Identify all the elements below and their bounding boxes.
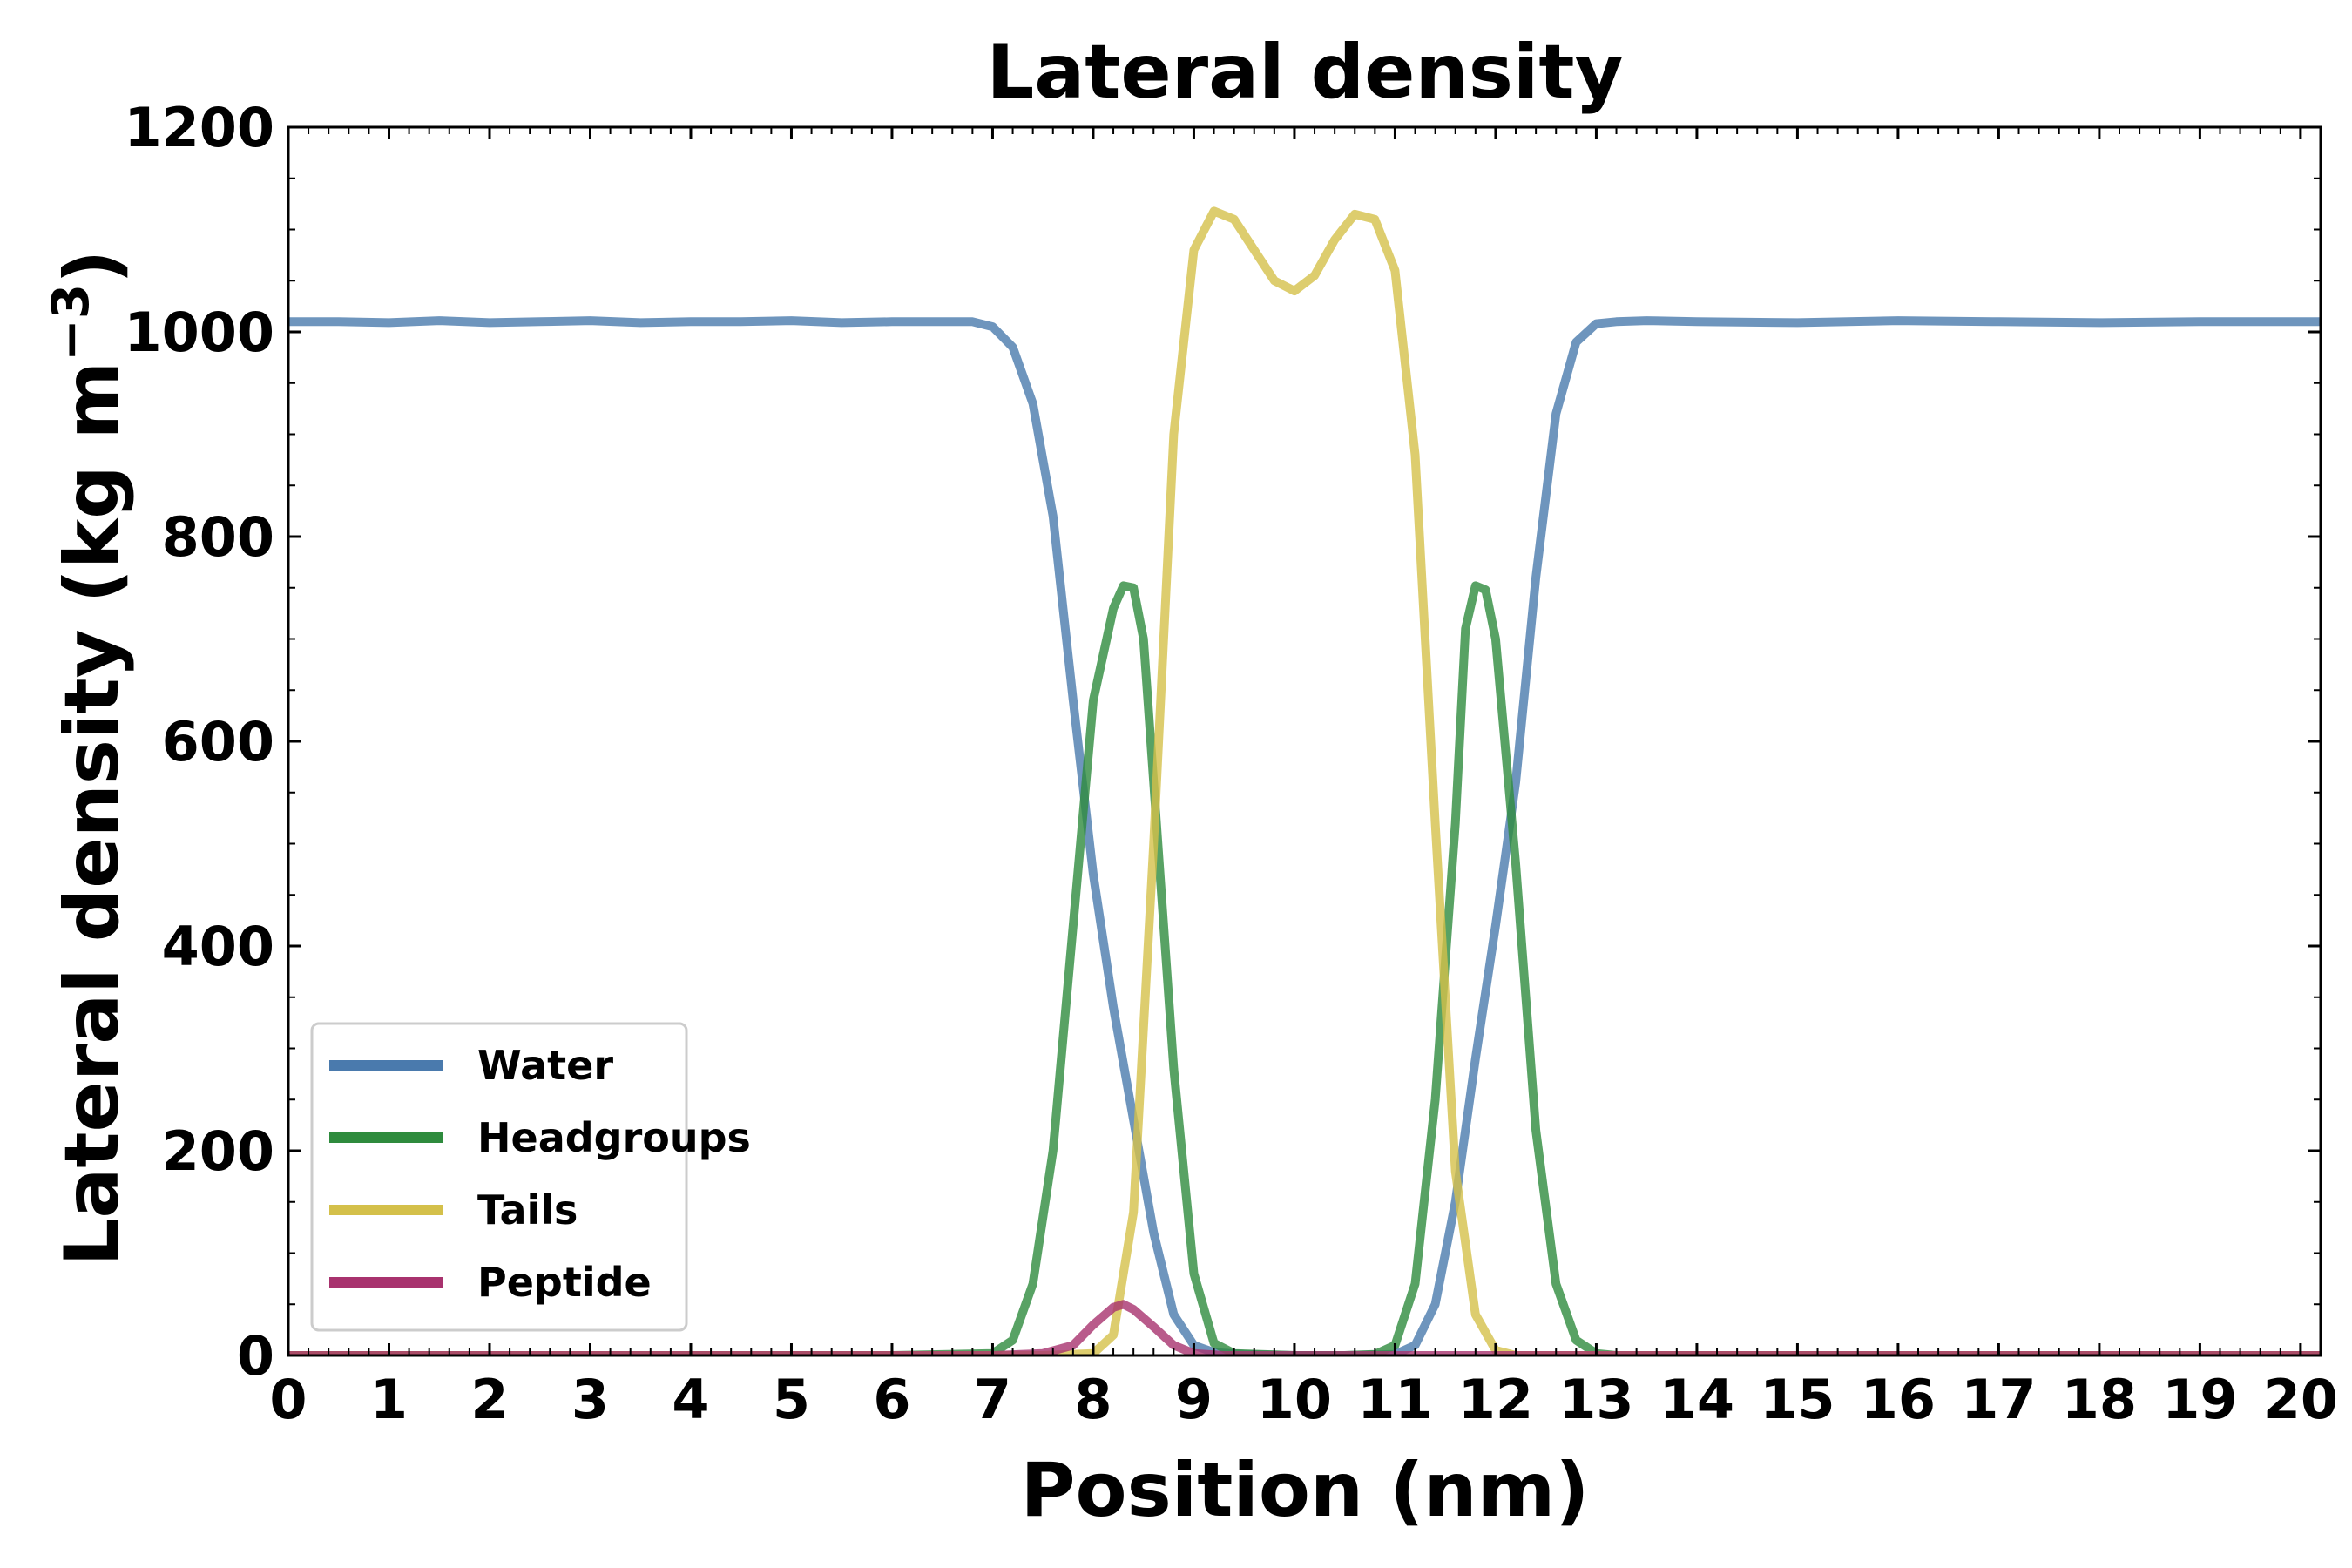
x-tick-label: 8 bbox=[1074, 1368, 1112, 1431]
y-axis-label-exponent: −3 bbox=[41, 284, 100, 362]
x-tick-label: 6 bbox=[873, 1368, 910, 1431]
x-tick-label: 19 bbox=[2162, 1368, 2237, 1431]
x-axis-label: Position (nm) bbox=[1020, 1447, 1589, 1534]
y-axis-label-close: ) bbox=[49, 250, 136, 284]
y-tick-label: 1200 bbox=[124, 96, 274, 159]
plot-area-frame bbox=[287, 125, 2322, 1357]
series-line-peptide bbox=[288, 1300, 2321, 1355]
legend-item-peptide: Peptide bbox=[329, 1259, 652, 1306]
x-tick-label: 9 bbox=[1175, 1368, 1213, 1431]
x-tick-label: 12 bbox=[1458, 1368, 1533, 1431]
x-tick-label: 17 bbox=[1961, 1368, 2036, 1431]
legend-item-water: Water bbox=[329, 1042, 613, 1089]
legend: Water Headgroups Tails Peptide bbox=[310, 1022, 751, 1332]
y-tick-label: 0 bbox=[237, 1324, 274, 1388]
x-tick-label: 3 bbox=[571, 1368, 609, 1431]
y-tick-label: 800 bbox=[162, 505, 274, 569]
y-tick-label: 1000 bbox=[124, 301, 274, 364]
x-tick-label: 18 bbox=[2062, 1368, 2137, 1431]
x-tick-label: 10 bbox=[1257, 1368, 1332, 1431]
y-tick-label: 600 bbox=[162, 710, 274, 774]
y-tick-label: 400 bbox=[162, 915, 274, 978]
x-tick-label: 15 bbox=[1760, 1368, 1835, 1431]
x-tick-label: 1 bbox=[370, 1368, 408, 1431]
x-tick-label: 0 bbox=[269, 1368, 307, 1431]
legend-item-tails: Tails bbox=[329, 1186, 578, 1233]
series-line-headgroups bbox=[288, 581, 2321, 1355]
series-line-tails bbox=[288, 206, 2321, 1355]
legend-items: Water Headgroups Tails Peptide bbox=[329, 1042, 751, 1306]
x-tick-label: 2 bbox=[470, 1368, 508, 1431]
axis-tick-labels: 0 1 2 3 4 5 6 7 8 9 10 11 12 13 14 15 16 17 18 19 2002004006… bbox=[124, 96, 2338, 1431]
chart-title: Lateral density bbox=[986, 29, 1623, 116]
x-tick-label: 7 bbox=[974, 1368, 1011, 1431]
x-tick-label: 14 bbox=[1659, 1368, 1734, 1431]
x-tick-label: 4 bbox=[672, 1368, 709, 1431]
y-axis-label-main: Lateral density (kg m bbox=[49, 362, 136, 1267]
x-tick-label: 16 bbox=[1861, 1368, 1936, 1431]
legend-item-headgroups: Headgroups bbox=[329, 1114, 751, 1161]
legend-frame bbox=[310, 1022, 688, 1332]
y-tick-label: 200 bbox=[162, 1119, 274, 1183]
x-tick-label: 5 bbox=[773, 1368, 810, 1431]
x-tick-label: 11 bbox=[1357, 1368, 1432, 1431]
x-tick-label: 20 bbox=[2263, 1368, 2338, 1431]
y-axis-label: Lateral density (kg m−3) bbox=[41, 250, 136, 1267]
legend-label: Headgroups bbox=[477, 1114, 751, 1161]
legend-label: Peptide bbox=[477, 1259, 652, 1306]
legend-label: Water bbox=[477, 1042, 613, 1089]
x-tick-label: 13 bbox=[1558, 1368, 1633, 1431]
legend-label: Tails bbox=[477, 1186, 578, 1233]
